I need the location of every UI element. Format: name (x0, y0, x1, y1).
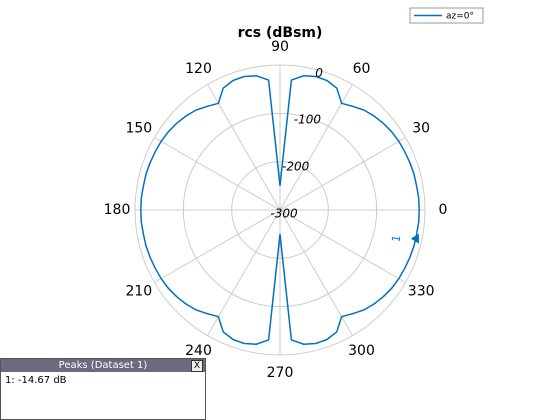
peaks-panel: Peaks (Dataset 1) X 1: -14.67 dB (0, 358, 206, 420)
data-line (140, 75, 420, 345)
legend-box (409, 7, 484, 24)
peak-row: 1: -14.67 dB (5, 375, 67, 386)
angle-grid-line (207, 209, 281, 336)
radial-tick-label: 0 (315, 66, 323, 80)
angle-grid-line (207, 84, 281, 211)
angle-tick-label: 30 (412, 121, 430, 137)
angle-tick-label: 210 (125, 284, 152, 300)
angle-tick-label: 270 (267, 365, 294, 381)
angle-tick-label: 300 (348, 343, 375, 359)
angle-grid-line (279, 209, 353, 336)
angle-tick-label: 180 (104, 202, 131, 218)
angle-tick-label: 240 (185, 343, 212, 359)
angle-tick-label: 0 (439, 202, 448, 218)
angle-grid-line (154, 137, 281, 211)
close-button[interactable]: X (191, 360, 203, 372)
angle-grid-line (279, 84, 353, 211)
legend: az=0° (409, 7, 484, 24)
angle-tick-label: 150 (125, 121, 152, 137)
angle-tick-label: 120 (185, 61, 212, 77)
radial-tick-label: -300 (270, 207, 298, 221)
peak-label: 1 (389, 234, 403, 243)
radial-tick-label: -200 (282, 160, 310, 174)
angle-grid-line (154, 209, 281, 283)
angle-tick-label: 330 (408, 284, 435, 300)
angle-tick-label: 90 (271, 39, 289, 55)
radial-grid-ring (134, 64, 426, 356)
radial-grid-ring (182, 112, 378, 308)
angle-grid-line (279, 137, 406, 211)
chart-title: rcs (dBsm) (238, 25, 323, 41)
radial-grid-ring (231, 161, 329, 259)
legend-label: az=0° (446, 12, 474, 22)
radial-tick-label: -100 (294, 113, 322, 127)
peaks-title: Peaks (Dataset 1) X (1, 359, 205, 372)
angle-grid-line (279, 209, 406, 283)
angle-tick-label: 60 (353, 61, 371, 77)
peak-marker (410, 233, 419, 244)
peaks-title-text: Peaks (Dataset 1) (58, 360, 148, 371)
